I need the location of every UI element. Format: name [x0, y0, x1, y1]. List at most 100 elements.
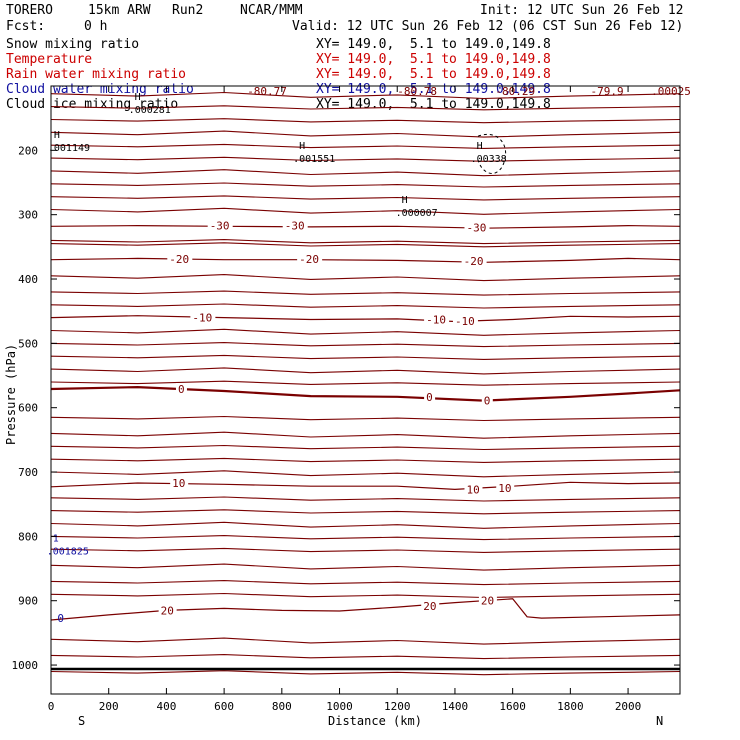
isotherm-line	[50, 670, 681, 676]
isotherm-line	[50, 303, 681, 309]
model-name: TORERO	[6, 3, 53, 18]
isotherm-label-bg	[424, 313, 450, 326]
isotherm-label: 20	[423, 600, 436, 613]
isotherm-line	[50, 156, 681, 162]
init-time: Init: 12 UTC Sun 26 Feb 12	[480, 3, 684, 18]
isotherm-line	[50, 509, 681, 515]
isotherm-line	[50, 91, 681, 100]
field-name-temperature: Temperature	[6, 52, 93, 67]
isotherm-label-bg	[175, 383, 187, 396]
isotherm-line	[50, 169, 681, 177]
isotherm-label-bg	[464, 483, 483, 496]
x-tick-label: 0	[48, 700, 55, 713]
x-tick-label: 1800	[557, 700, 584, 713]
isotherm-label: 20	[481, 595, 494, 608]
isotherm-label: 0	[178, 383, 185, 396]
isotherm-line	[50, 470, 681, 478]
isotherm-line	[50, 195, 681, 201]
field-xy-rain: XY= 149.0, 5.1 to 149.0,149.8	[316, 67, 551, 82]
isotherm-label: -20	[169, 253, 189, 266]
top-contour-label: .00025	[651, 85, 691, 98]
isotherm-line	[50, 118, 681, 124]
isotherm-line	[50, 242, 681, 248]
isotherm-line	[50, 224, 681, 229]
isotherm-label-bg	[496, 482, 515, 495]
isotherm-line	[50, 580, 681, 586]
model-resolution: 15km ARW	[88, 3, 151, 18]
isotherm-line	[50, 481, 681, 491]
isotherm-line	[50, 592, 681, 599]
field-name-snow: Snow mixing ratio	[6, 37, 140, 52]
x-tick-label: 1200	[384, 700, 411, 713]
valid-time: Valid: 12 UTC Sun 26 Feb 12 (06 CST Sun …	[292, 19, 684, 34]
extremum-marker: H	[477, 141, 483, 152]
field-xy-temperature: XY= 149.0, 5.1 to 149.0,149.8	[316, 52, 551, 67]
isotherm-line	[50, 182, 681, 188]
isotherm-label: -10	[426, 314, 446, 327]
isotherm-label-bg	[452, 314, 478, 327]
extremum-marker: H	[402, 195, 408, 206]
isotherm-label-bg	[481, 394, 493, 407]
isotherm-line	[50, 637, 681, 645]
x-tick-label: 600	[214, 700, 234, 713]
extremum-value: .00338	[471, 154, 507, 165]
isotherm-label: -30	[466, 222, 486, 235]
isotherm-line	[50, 239, 681, 245]
isotherm-label-bg	[421, 599, 440, 612]
plot-frame	[50, 85, 681, 695]
isotherm-line	[50, 457, 681, 463]
isotherm-label-bg	[424, 390, 436, 403]
cloud-water-label: 0	[57, 612, 64, 625]
isotherm-label-bg	[170, 476, 189, 489]
isotherm-label: -20	[464, 255, 484, 268]
isotherm-label-bg	[478, 594, 497, 607]
y-tick-label: 1000	[12, 659, 39, 672]
extremum-marker: H	[299, 141, 305, 152]
isotherm-line	[50, 535, 681, 541]
isotherm-label-bg	[461, 255, 487, 268]
isotherm-label: 20	[161, 604, 174, 617]
isotherm-line	[50, 342, 681, 348]
isotherm-line	[50, 354, 681, 360]
top-contour-label: -79.9	[591, 85, 624, 98]
axis-layer: 0 200 400 600 800 1000 1200 1400 1600 1800 2000200…	[12, 86, 680, 713]
y-tick-label: 500	[18, 337, 38, 350]
extremum-value: .001149	[48, 143, 90, 154]
x-axis-south-label: S	[78, 714, 85, 728]
isotherm-line	[50, 380, 681, 386]
isotherm-line	[50, 654, 681, 660]
x-tick-label: 2000	[615, 700, 642, 713]
isotherm-line	[50, 328, 681, 336]
isotherm-label: 10	[172, 477, 185, 490]
y-tick-label: 600	[18, 402, 38, 415]
isotherm-label: 10	[466, 483, 479, 496]
isotherm-label: -20	[299, 253, 319, 266]
isotherm-line	[50, 598, 681, 621]
x-axis-north-label: N	[656, 714, 663, 728]
extremum-value: .000281	[129, 105, 171, 116]
isotherm-line	[50, 563, 681, 571]
isotherm-label: -30	[210, 220, 230, 233]
y-tick-label: 800	[18, 530, 38, 543]
extremum-marker: H	[54, 130, 60, 141]
isotherm-layer	[50, 91, 681, 676]
isotherm-label-bg	[207, 219, 233, 232]
isotherm-label-bg	[190, 311, 216, 324]
forecast-label: Fcst:	[6, 19, 46, 34]
center-label: NCAR/MMM	[240, 3, 303, 18]
extremum-value: .000007	[396, 208, 438, 219]
x-tick-label: 1400	[442, 700, 469, 713]
isotherm-label-bg	[158, 604, 177, 617]
isotherm-line	[50, 367, 681, 375]
isotherm-label: 0	[426, 391, 433, 404]
isotherm-line	[50, 315, 681, 323]
isotherm-label: 10	[498, 482, 511, 495]
extremum-value: .001825	[47, 547, 89, 558]
isotherm-label: -30	[285, 220, 305, 233]
isotherm-line	[50, 385, 681, 402]
forecast-hour: 0 h	[84, 19, 108, 34]
isotherm-line	[50, 274, 681, 282]
x-tick-label: 1000	[326, 700, 353, 713]
extremum-value: .001551	[293, 154, 335, 165]
